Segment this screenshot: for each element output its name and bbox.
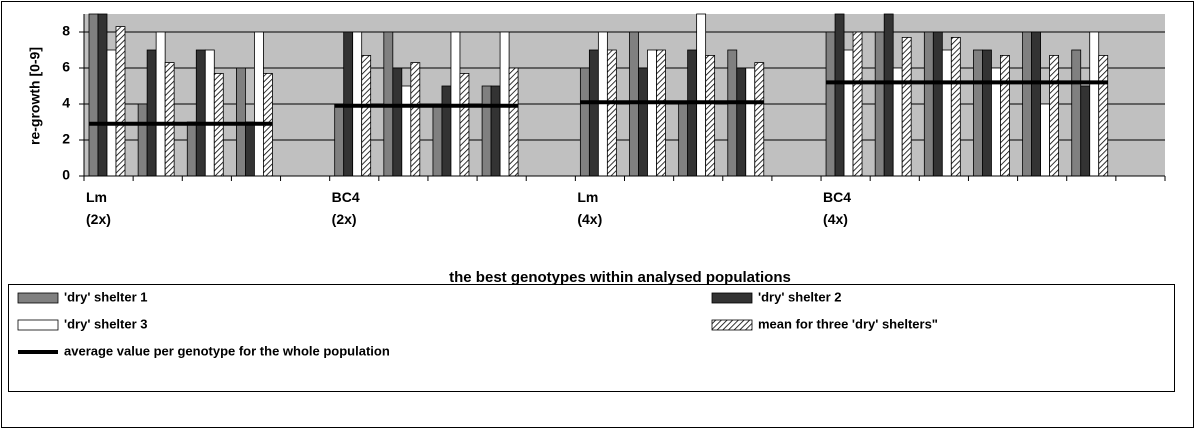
bar (696, 13, 707, 177)
y-axis-title: re-growth [0-9] (27, 47, 43, 145)
bar (825, 31, 836, 177)
y-tick-label: 0 (62, 167, 70, 183)
bar (950, 37, 961, 177)
bar (1080, 85, 1091, 177)
bar (687, 49, 698, 177)
bar (883, 13, 894, 177)
bar (678, 103, 689, 177)
legend-box (8, 284, 1175, 392)
bar (97, 13, 108, 177)
bar (606, 49, 617, 177)
bar (852, 31, 863, 177)
bar (1049, 55, 1059, 177)
bar (164, 62, 175, 177)
bar (973, 49, 983, 177)
bar (88, 13, 99, 177)
y-tick-label: 8 (62, 23, 70, 39)
bar (410, 62, 421, 177)
bar (736, 67, 747, 177)
bar (392, 67, 403, 177)
legend-swatch (711, 319, 753, 331)
x-tick-label: BC4 (4x) (823, 189, 851, 227)
bar (146, 49, 157, 177)
legend-swatch (711, 292, 753, 304)
bar (874, 31, 885, 177)
legend-swatch (17, 292, 59, 304)
bar (1098, 55, 1109, 177)
bar (1031, 31, 1041, 177)
y-tick-label: 2 (62, 131, 70, 147)
bar (834, 13, 845, 177)
legend-label: 'dry' shelter 1 (64, 289, 148, 304)
bar (932, 31, 943, 177)
bar (843, 49, 854, 177)
bar (941, 49, 952, 177)
bar (647, 49, 657, 177)
bar (106, 49, 117, 177)
bar (481, 85, 492, 177)
bar (115, 26, 126, 177)
legend-label: 'dry' shelter 3 (64, 316, 148, 331)
bar (195, 49, 206, 177)
bar (754, 62, 765, 177)
bar (656, 49, 666, 177)
bar (441, 85, 452, 177)
bar (1089, 31, 1100, 177)
bar (361, 55, 372, 177)
bar (254, 31, 264, 177)
bar (1040, 103, 1050, 177)
legend-swatch (17, 319, 59, 331)
y-tick-label: 4 (62, 95, 70, 111)
bar (588, 49, 599, 177)
x-axis-title: the best genotypes within analysed popul… (449, 269, 791, 286)
x-tick-label: BC4 (2x) (332, 189, 360, 227)
bar (638, 67, 648, 177)
bar (508, 67, 519, 177)
bar (579, 67, 590, 177)
bar (901, 37, 912, 177)
bar (245, 121, 255, 177)
bar (1022, 31, 1032, 177)
legend-label: average value per genotype for the whole… (64, 343, 390, 358)
bar (1000, 55, 1010, 177)
bar (745, 67, 756, 177)
bar (186, 121, 197, 177)
bar (401, 85, 412, 177)
bar (1071, 49, 1082, 177)
bar (705, 55, 716, 177)
bar (204, 49, 215, 177)
x-tick-label: Lm (4x) (577, 189, 602, 227)
bar (727, 49, 738, 177)
bar (137, 103, 148, 177)
bar (923, 31, 934, 177)
bar (459, 73, 470, 177)
bar (334, 103, 345, 177)
legend-label: 'dry' shelter 2 (758, 289, 842, 304)
y-tick-label: 6 (62, 59, 70, 75)
bar (432, 103, 443, 177)
bar (490, 85, 501, 177)
bar (982, 49, 992, 177)
x-tick-label: Lm (2x) (86, 189, 111, 227)
legend-label: mean for three 'dry' shelters" (758, 316, 938, 331)
bar (155, 31, 166, 177)
